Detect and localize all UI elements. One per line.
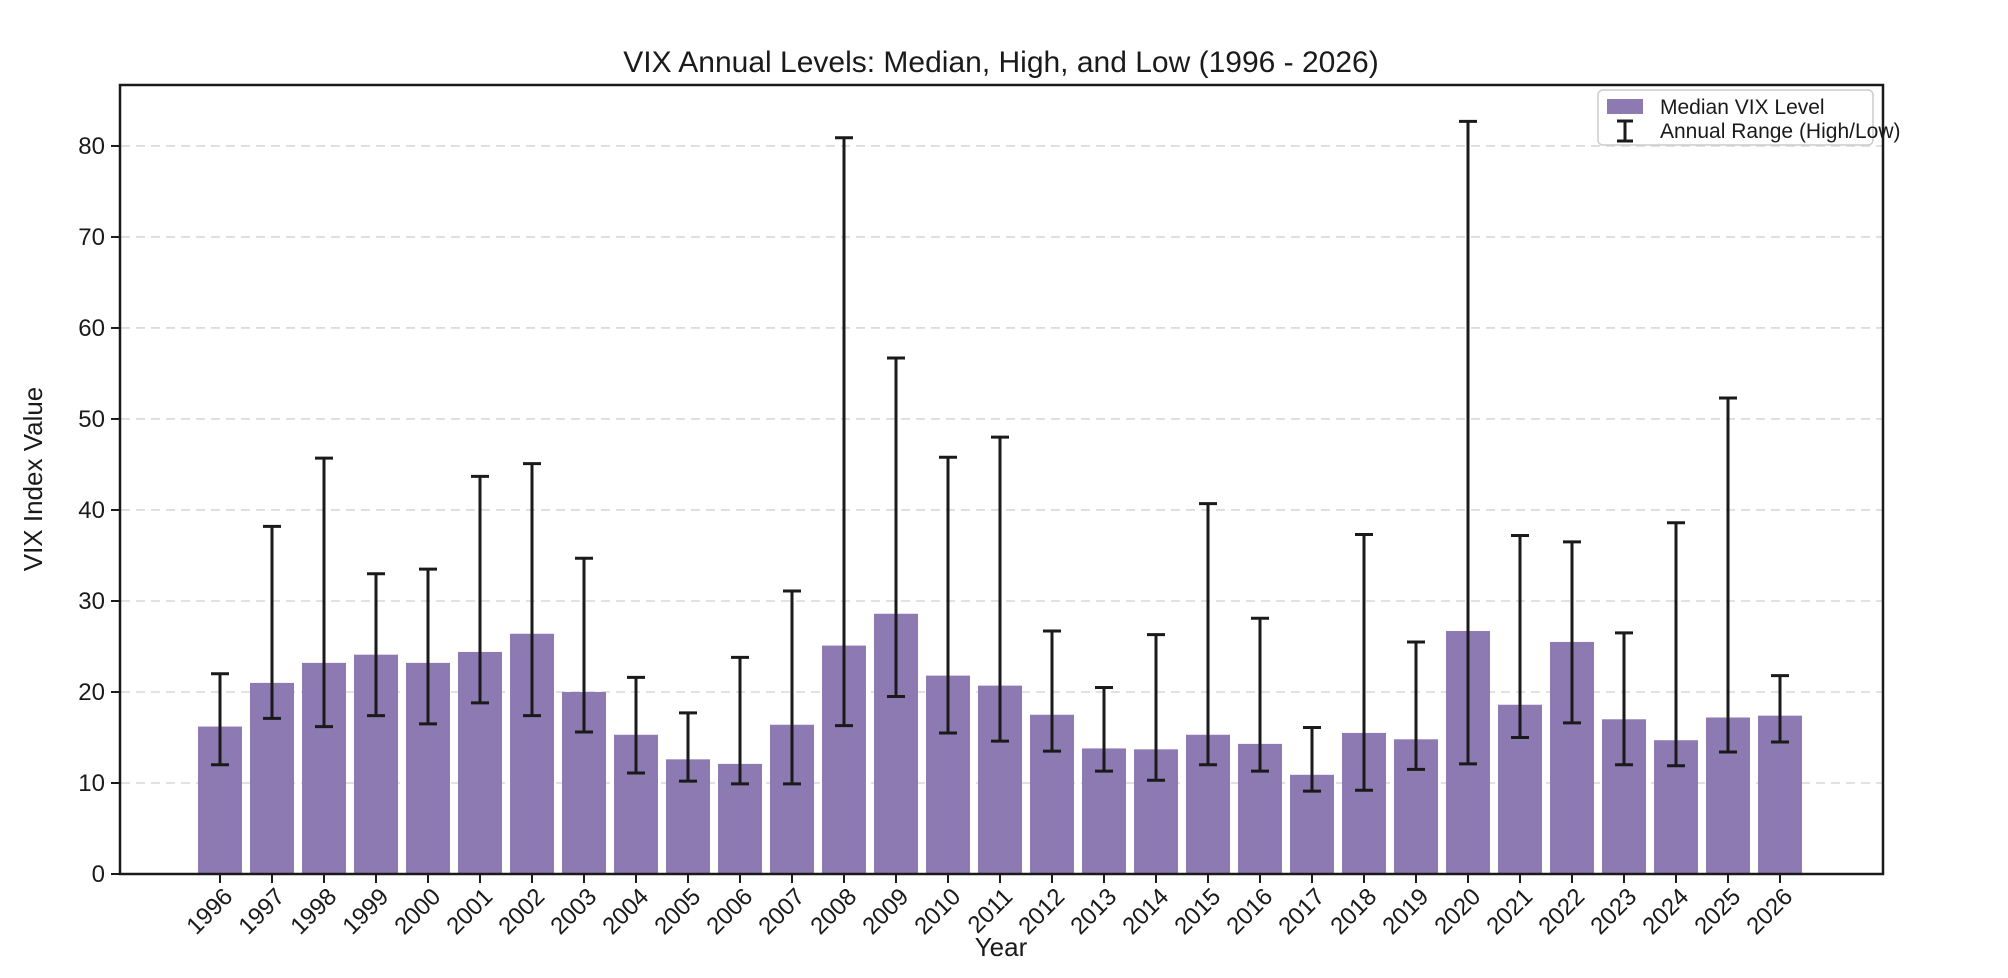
x-tick-label-2004: 2004 xyxy=(597,883,654,940)
legend: Median VIX Level Annual Range (High/Low) xyxy=(1597,89,1900,146)
x-tick-label-2011: 2011 xyxy=(963,883,1019,939)
x-tick-label-1998: 1998 xyxy=(285,883,342,940)
legend-box xyxy=(1597,89,1874,146)
legend-errorbar-icon xyxy=(1617,119,1633,143)
errorbar-2012 xyxy=(1043,629,1061,753)
x-tick-label-1999: 1999 xyxy=(337,883,394,940)
x-tick-label-2000: 2000 xyxy=(389,883,446,940)
y-tick-label-10: 10 xyxy=(78,770,105,797)
y-tick-label-20: 20 xyxy=(78,679,105,706)
errorbar-2010 xyxy=(939,455,957,735)
x-tick-label-2005: 2005 xyxy=(649,883,706,940)
errorbar-2009 xyxy=(887,356,905,699)
y-tick-label-70: 70 xyxy=(78,224,105,251)
x-tick-label-2024: 2024 xyxy=(1637,883,1694,940)
y-axis-label: VIX Index Value xyxy=(18,387,48,572)
x-tick-label-2003: 2003 xyxy=(545,883,602,940)
legend-median-label: Median VIX Level xyxy=(1660,96,1825,119)
x-tick-label-2019: 2019 xyxy=(1377,883,1434,940)
errorbar-2025 xyxy=(1719,396,1737,754)
x-tick-label-2013: 2013 xyxy=(1065,883,1122,940)
x-tick-label-2023: 2023 xyxy=(1585,883,1642,940)
x-tick-label-2020: 2020 xyxy=(1429,883,1486,940)
x-tick-label-2007: 2007 xyxy=(753,883,810,940)
errorbar-2021 xyxy=(1511,533,1529,739)
x-tick-label-2022: 2022 xyxy=(1533,883,1590,940)
y-tick-label-60: 60 xyxy=(78,315,105,342)
x-tick-label-2006: 2006 xyxy=(701,883,758,940)
errorbar-2008 xyxy=(835,136,853,728)
errorbar-2015 xyxy=(1199,502,1217,767)
x-tick-label-1996: 1996 xyxy=(181,883,238,940)
errorbar-1998 xyxy=(315,456,333,729)
y-tick-label-80: 80 xyxy=(78,133,105,160)
x-tick-label-2018: 2018 xyxy=(1325,883,1382,940)
y-tick-label-30: 30 xyxy=(78,588,105,615)
errorbar-2020 xyxy=(1459,119,1477,766)
errorbar-2024 xyxy=(1667,521,1685,768)
x-tick-label-2021: 2021 xyxy=(1481,883,1538,940)
errorbar-2022 xyxy=(1563,540,1581,725)
y-tick-label-0: 0 xyxy=(92,861,105,888)
x-tick-label-2009: 2009 xyxy=(857,883,914,940)
errorbar-2014 xyxy=(1147,633,1165,782)
x-axis-ticks: 1996199719981999200020012002200320042005… xyxy=(181,874,1798,940)
errorbar-2018 xyxy=(1355,533,1373,792)
errorbar-1997 xyxy=(263,524,281,720)
legend-range-label: Annual Range (High/Low) xyxy=(1660,120,1900,143)
x-tick-label-2001: 2001 xyxy=(441,883,498,940)
x-tick-label-2008: 2008 xyxy=(805,883,862,940)
x-tick-label-2016: 2016 xyxy=(1221,883,1278,940)
x-tick-label-2010: 2010 xyxy=(909,883,966,940)
y-axis-ticks: 0 10 20 30 40 50 60 70 80 xyxy=(78,133,120,888)
errorbar-2016 xyxy=(1251,616,1269,773)
errorbar-1996 xyxy=(211,672,229,767)
x-tick-label-2002: 2002 xyxy=(493,883,550,940)
x-tick-label-1997: 1997 xyxy=(233,883,290,940)
errorbar-2006 xyxy=(731,655,749,786)
y-tick-label-40: 40 xyxy=(78,497,105,524)
median-bars xyxy=(198,613,1802,874)
errorbar-2002 xyxy=(523,462,541,718)
errorbar-2004 xyxy=(627,675,645,775)
x-axis-label: Year xyxy=(975,932,1028,962)
x-tick-label-2026: 2026 xyxy=(1741,883,1798,940)
errorbar-2001 xyxy=(471,474,489,705)
errorbar-2011 xyxy=(991,435,1009,743)
legend-median-swatch xyxy=(1607,99,1643,114)
x-tick-label-2017: 2017 xyxy=(1273,883,1330,940)
errorbar-2003 xyxy=(575,556,593,734)
x-tick-label-2014: 2014 xyxy=(1117,883,1174,940)
errorbar-2023 xyxy=(1615,631,1633,767)
errorbar-2007 xyxy=(783,589,801,786)
errorbar-2026 xyxy=(1771,674,1789,744)
range-error-bars xyxy=(211,119,1789,793)
errorbar-1999 xyxy=(367,572,385,718)
errorbar-2005 xyxy=(679,711,697,783)
y-tick-label-50: 50 xyxy=(78,406,105,433)
errorbar-2013 xyxy=(1095,685,1113,773)
chart-title: VIX Annual Levels: Median, High, and Low… xyxy=(623,46,1378,79)
errorbar-2000 xyxy=(419,567,437,726)
errorbar-2017 xyxy=(1303,725,1321,793)
errorbar-2019 xyxy=(1407,640,1425,771)
x-tick-label-2025: 2025 xyxy=(1689,883,1746,940)
x-tick-label-2015: 2015 xyxy=(1169,883,1226,940)
plot-border xyxy=(118,83,1885,876)
